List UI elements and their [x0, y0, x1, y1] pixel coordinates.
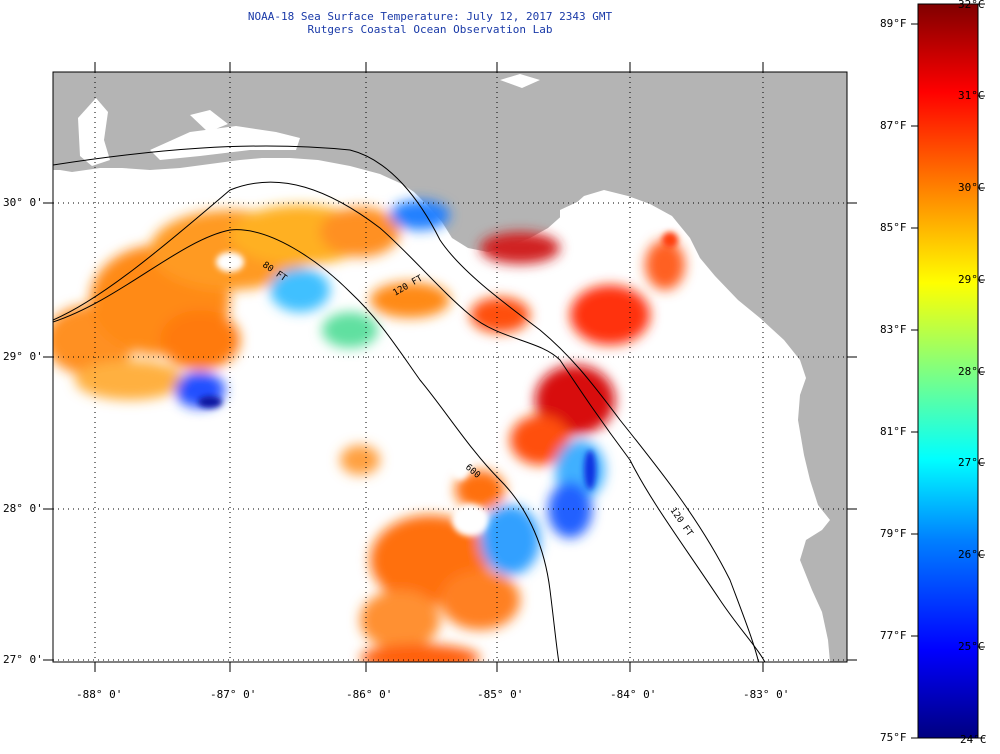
lon-label: -83° 0': [743, 688, 790, 701]
lat-label: 30° 0': [3, 196, 43, 209]
lon-label: -84° 0': [610, 688, 657, 701]
land-mass: [53, 72, 847, 662]
colorbar-c-label: 25°C: [958, 640, 985, 653]
map-title: NOAA-18 Sea Surface Temperature: July 12…: [247, 10, 613, 23]
lat-label: 28° 0': [3, 502, 43, 515]
colorbar-f-label: 83°F: [880, 323, 907, 336]
lon-label: -86° 0': [346, 688, 393, 701]
colorbar-f-label: 77°F: [880, 629, 907, 642]
map-frame: [52, 71, 848, 663]
lon-label: -88° 0': [76, 688, 123, 701]
colorbar-c-label: 30°C: [958, 181, 985, 194]
colorbar-c-label: 32°C: [958, 0, 985, 11]
lat-label: 29° 0': [3, 350, 43, 363]
colorbar-f-label: 75°F: [880, 731, 907, 744]
colorbar: [917, 3, 979, 739]
colorbar-ticks: [911, 3, 985, 739]
colorbar-c-label: 28°C: [958, 365, 985, 378]
graticule: [53, 72, 847, 662]
colorbar-c-label: 26°C: [958, 548, 985, 561]
colorbar-f-label: 81°F: [880, 425, 907, 438]
tick-marks: [43, 62, 857, 672]
colorbar-f-label: 87°F: [880, 119, 907, 132]
map-subtitle: Rutgers Coastal Ocean Observation Lab: [307, 23, 553, 36]
colorbar-f-label: 79°F: [880, 527, 907, 540]
colorbar-c-label: 29°C: [958, 273, 985, 286]
lon-label: -87° 0': [210, 688, 257, 701]
bay-area: [500, 74, 540, 88]
colorbar-f-label: 85°F: [880, 221, 907, 234]
sst-detail: [198, 232, 678, 536]
colorbar-c-label: 27°C: [958, 456, 985, 469]
depth-contours: [53, 145, 766, 662]
colorbar-f-label: 89°F: [880, 17, 907, 30]
bay-area: [190, 110, 228, 132]
bay-area: [150, 126, 300, 160]
lat-label: 27° 0': [3, 653, 43, 666]
colorbar-c-label: 24°C: [960, 733, 987, 746]
sst-field: [53, 200, 685, 662]
colorbar-c-label: 31°C: [958, 89, 985, 102]
lon-label: -85° 0': [477, 688, 524, 701]
bay-area: [78, 98, 110, 166]
